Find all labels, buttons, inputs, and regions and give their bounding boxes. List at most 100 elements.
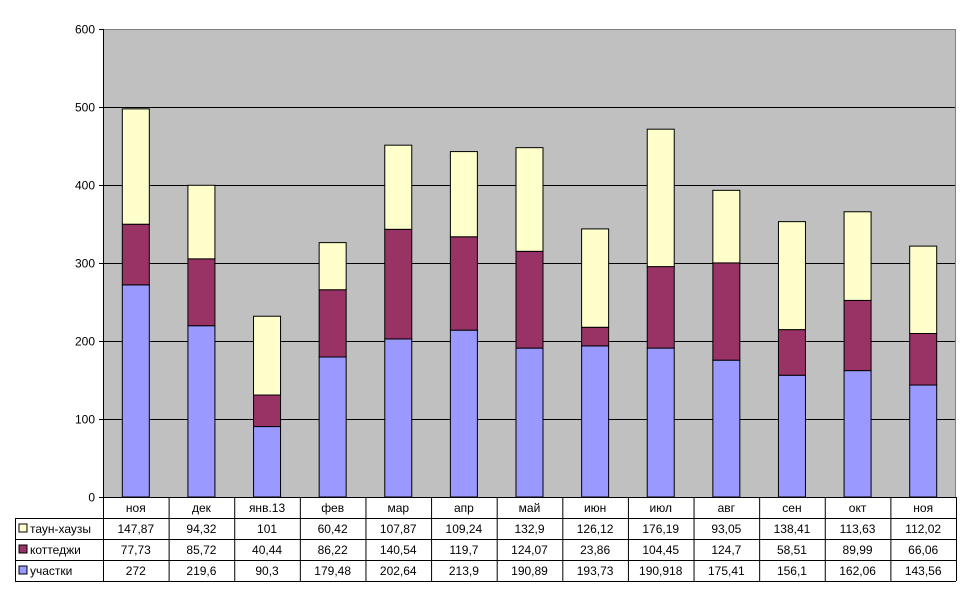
data-label: 101 — [257, 522, 277, 536]
y-axis: 0 100 200 300 400 500 600 — [75, 23, 104, 505]
data-label: 107,87 — [380, 522, 417, 536]
bar-участки-6 — [515, 347, 544, 498]
bar-коттеджи-8 — [646, 266, 675, 349]
y-tick-label: 500 — [75, 101, 95, 115]
bar-коттеджи-3 — [318, 289, 347, 358]
data-label: 93,05 — [711, 522, 741, 536]
data-label: 109,24 — [446, 522, 483, 536]
data-label: 77,73 — [121, 543, 151, 557]
legend-label: таун-хаузы — [30, 522, 91, 536]
bar-участки-5 — [449, 329, 478, 498]
data-label: 190,918 — [639, 564, 683, 578]
x-tick-label: ноя — [913, 501, 933, 515]
bar-участки-7 — [581, 345, 610, 498]
data-label: 147,87 — [117, 522, 154, 536]
bar-таун-хаузы-6 — [515, 147, 544, 252]
data-label: 66,06 — [908, 543, 938, 557]
bar-участки-3 — [318, 356, 347, 498]
data-label: 119,7 — [449, 543, 478, 557]
y-tick-label: 300 — [75, 257, 95, 271]
data-label: 213,9 — [449, 564, 479, 578]
bar-коттеджи-12 — [909, 332, 938, 386]
bar-таун-хаузы-11 — [843, 211, 872, 301]
bar-таун-хаузы-8 — [646, 128, 675, 268]
bar-коттеджи-11 — [843, 299, 872, 372]
bar-таун-хаузы-2 — [253, 315, 282, 396]
bar-таун-хаузы-3 — [318, 242, 347, 291]
x-tick-label: май — [519, 501, 541, 515]
data-label: 143,56 — [905, 564, 942, 578]
bar-участки-4 — [384, 338, 413, 498]
y-tick-label: 100 — [75, 413, 95, 427]
data-table: ноя дек янв.13 фев мар апр май июн июл авг сен окт н… — [15, 497, 957, 582]
bar-коттеджи-9 — [712, 262, 741, 361]
bar-коттеджи-1 — [187, 258, 216, 327]
data-label: 104,45 — [642, 543, 679, 557]
bar-коттеджи-6 — [515, 250, 544, 349]
data-label: 202,64 — [380, 564, 417, 578]
data-label: 156,1 — [777, 564, 807, 578]
bar-участки-9 — [712, 359, 741, 498]
bar-таун-хаузы-4 — [384, 144, 413, 230]
bar-таун-хаузы-5 — [449, 151, 478, 238]
bars — [121, 108, 938, 498]
data-label: 140,54 — [380, 543, 417, 557]
bar-таун-хаузы-7 — [581, 228, 610, 328]
x-tick-label: авг — [718, 501, 736, 515]
data-label: 113,63 — [840, 522, 876, 536]
bar-участки-0 — [121, 284, 150, 498]
bar-участки-11 — [843, 370, 872, 498]
data-label: 179,48 — [314, 564, 351, 578]
data-label: 162,06 — [839, 564, 876, 578]
data-label: 89,99 — [843, 543, 873, 557]
data-label: 124,07 — [511, 543, 548, 557]
bar-участки-8 — [646, 347, 675, 498]
bar-таун-хаузы-12 — [909, 245, 938, 334]
bar-участки-12 — [909, 384, 938, 498]
legend-swatch — [18, 565, 28, 575]
y-tick-label: 600 — [75, 23, 95, 37]
data-label: 272 — [126, 564, 146, 578]
y-tick-label: 0 — [88, 491, 95, 505]
data-label: 112,02 — [905, 522, 941, 536]
bar-коттеджи-4 — [384, 228, 413, 340]
legend-label: коттеджи — [30, 543, 81, 557]
bar-коттеджи-7 — [581, 326, 610, 347]
bar-таун-хаузы-9 — [712, 189, 741, 264]
legend-swatch — [18, 523, 28, 533]
data-label: 86,22 — [318, 543, 348, 557]
x-tick-label: дек — [192, 501, 212, 515]
data-label: 124,7 — [711, 543, 741, 557]
bar-коттеджи-10 — [777, 329, 806, 376]
data-label: 94,32 — [186, 522, 216, 536]
data-label: 58,51 — [777, 543, 807, 557]
y-tick-label: 400 — [75, 179, 95, 193]
bar-таун-хаузы-1 — [187, 184, 216, 260]
x-tick-label: фев — [321, 501, 344, 515]
data-label: 60,42 — [318, 522, 348, 536]
data-label: 40,44 — [252, 543, 282, 557]
data-label: 23,86 — [580, 543, 610, 557]
x-tick-label: сен — [782, 501, 801, 515]
x-tick-label: июл — [650, 501, 672, 515]
y-tick-label: 200 — [75, 335, 95, 349]
data-label: 90,3 — [255, 564, 279, 578]
bar-таун-хаузы-0 — [121, 108, 150, 225]
legend-swatch — [18, 544, 28, 554]
bar-таун-хаузы-10 — [777, 221, 806, 331]
bar-коттеджи-2 — [253, 394, 282, 428]
data-label: 193,73 — [577, 564, 614, 578]
x-tick-label: окт — [849, 501, 867, 515]
data-label: 85,72 — [186, 543, 216, 557]
bar-участки-10 — [777, 374, 806, 498]
x-tick-label: апр — [454, 501, 474, 515]
data-label: 219,6 — [186, 564, 216, 578]
data-label: 126,12 — [577, 522, 614, 536]
bar-участки-1 — [187, 325, 216, 498]
bar-коттеджи-5 — [449, 236, 478, 331]
data-label: 132,9 — [514, 522, 544, 536]
x-tick-label: мар — [387, 501, 409, 515]
x-tick-label: ноя — [126, 501, 146, 515]
legend-label: участки — [30, 564, 72, 578]
